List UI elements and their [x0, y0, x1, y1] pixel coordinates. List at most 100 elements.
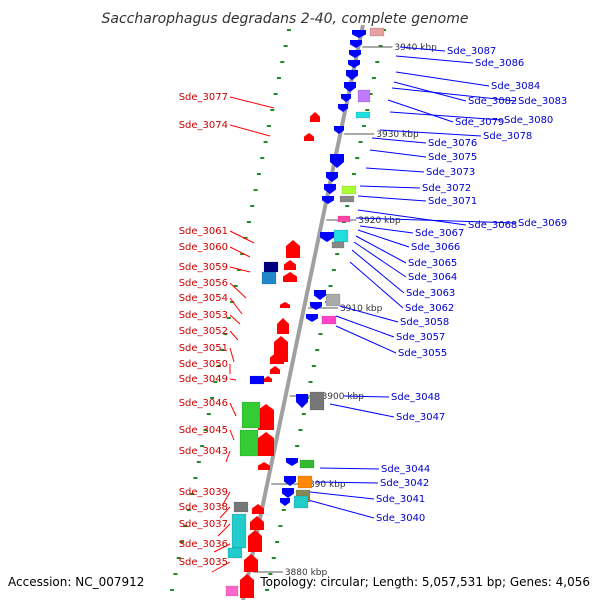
gene-block [341, 185, 357, 195]
leader-line [357, 209, 467, 226]
gene-features [225, 27, 385, 598]
gene-label-right: Sde_3087 [447, 46, 496, 57]
forward-gene [252, 504, 264, 514]
leader-line [379, 129, 482, 137]
leader-line [355, 235, 407, 264]
leader-line [395, 55, 474, 64]
leader-line [369, 149, 427, 158]
gene-label-right: Sde_3068 [468, 220, 517, 231]
leader-line [335, 325, 397, 354]
forward-gene [310, 112, 320, 122]
forward-gene [248, 530, 262, 552]
forward-gene [280, 302, 290, 308]
gene-block [339, 195, 355, 203]
gene-label-left: Sde_3037 [179, 519, 228, 530]
leader-line [221, 491, 231, 507]
gene-labels: Sde_3077 Sde_3074 Sde_3061 Sde_3060 Sde_3059… [179, 46, 568, 568]
reverse-gene [349, 50, 361, 58]
forward-gene [250, 516, 264, 530]
gene-label-right: Sde_3075 [428, 152, 477, 163]
gene-label-right: Sde_3076 [428, 138, 477, 149]
leader-line [213, 543, 231, 553]
forward-gene [304, 133, 314, 141]
gene-label-right: Sde_3041 [376, 494, 425, 505]
reverse-gene [284, 476, 296, 486]
reverse-gene [348, 60, 360, 68]
gene-label-right: Sde_3058 [400, 317, 449, 328]
gene-label-right: Sde_3084 [491, 81, 540, 92]
leader-line [229, 96, 275, 109]
gene-block [309, 391, 325, 411]
reverse-gene [314, 290, 326, 300]
leader-line [329, 403, 395, 418]
leader-line [229, 266, 251, 273]
leader-line [355, 217, 517, 224]
forward-gene [264, 376, 272, 382]
forward-gene [258, 432, 274, 456]
leader-line [391, 87, 517, 102]
reverse-gene [338, 104, 348, 112]
gene-block [297, 475, 313, 489]
map-title: Saccharophagus degradans 2-40, complete … [102, 11, 469, 27]
gene-label-right: Sde_3080 [504, 115, 553, 126]
forward-gene [240, 574, 254, 598]
kbp-label: 3920 kbp [358, 216, 401, 226]
reverse-gene [324, 184, 336, 194]
gene-label-left: Sde_3045 [179, 425, 228, 436]
kbp-label: 3890 kbp [303, 480, 346, 490]
gene-label-left: Sde_3038 [179, 502, 228, 513]
kbp-label: 3880 kbp [285, 568, 328, 578]
gene-label-right: Sde_3065 [408, 258, 457, 269]
gene-label-left: Sde_3036 [179, 539, 228, 550]
gene-label-right: Sde_3044 [381, 464, 430, 475]
leader-line [229, 402, 237, 417]
gene-label-right: Sde_3062 [405, 303, 454, 314]
gene-label-right: Sde_3047 [396, 412, 445, 423]
leader-line [229, 347, 235, 363]
forward-gene [258, 404, 274, 430]
gene-block [261, 271, 277, 285]
forward-gene [244, 554, 258, 572]
gene-label-left: Sde_3049 [179, 374, 228, 385]
reverse-gene [326, 172, 338, 182]
reverse-gene [286, 458, 298, 466]
leader-line [229, 282, 247, 299]
gene-block [337, 215, 351, 223]
leader-line [319, 467, 380, 470]
leader-line [357, 229, 410, 248]
gene-label-right: Sde_3083 [518, 96, 567, 107]
leader-line [349, 261, 404, 309]
gene-label-right: Sde_3066 [411, 242, 460, 253]
leader-line [387, 99, 454, 123]
forward-gene [277, 318, 289, 334]
gene-block [225, 585, 239, 597]
forward-gene [258, 462, 270, 470]
gene-block [333, 229, 349, 243]
gene-block [239, 429, 259, 457]
gene-label-left: Sde_3059 [179, 262, 228, 273]
gene-label-right: Sde_3048 [391, 392, 440, 403]
leader-line [229, 124, 271, 137]
leader-line [211, 561, 231, 573]
leader-line [229, 429, 235, 441]
gene-label-right: Sde_3063 [406, 288, 455, 299]
leader-line [219, 506, 231, 519]
leader-line [371, 137, 427, 144]
leader-line [309, 491, 375, 500]
gene-block [231, 513, 247, 549]
forward-gene [286, 240, 300, 258]
gene-label-right: Sde_3042 [380, 478, 429, 489]
gene-label-left: Sde_3060 [179, 242, 228, 253]
gene-block [369, 27, 385, 37]
gene-label-right: Sde_3082 [468, 96, 517, 107]
gene-label-right: Sde_3079 [455, 117, 504, 128]
leader-line [229, 297, 243, 315]
forward-gene [270, 366, 280, 374]
reverse-gene [306, 314, 318, 322]
gene-label-right: Sde_3055 [398, 348, 447, 359]
gene-label-right: Sde_3073 [426, 167, 475, 178]
leader-line [343, 395, 390, 398]
gene-label-left: Sde_3054 [179, 293, 228, 304]
